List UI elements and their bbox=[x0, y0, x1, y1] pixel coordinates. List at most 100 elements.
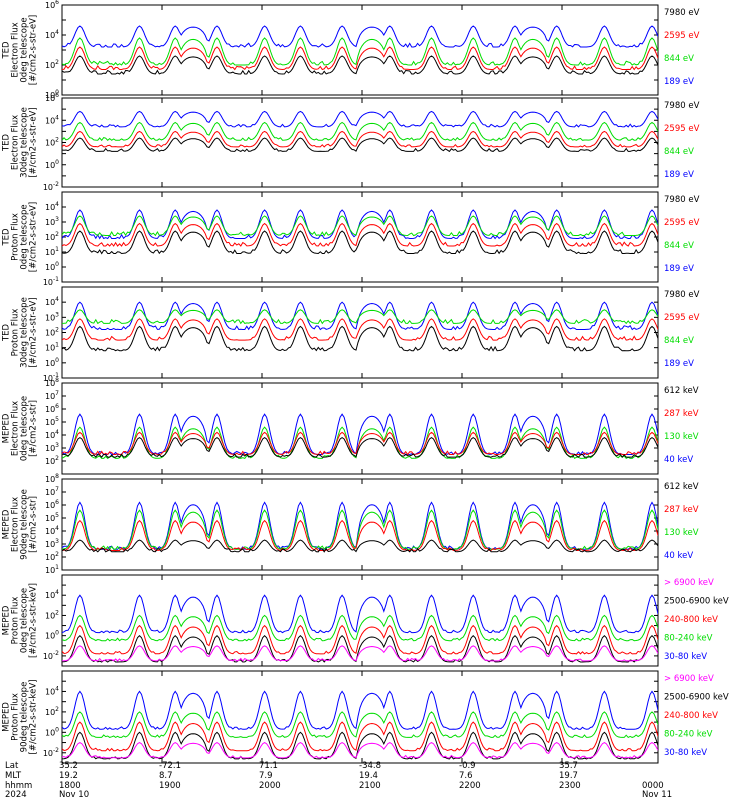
panel-frame bbox=[61, 382, 659, 475]
panel-4: 10-1 100 101 102 103 104 TED Proton Flux 30deg t… bbox=[2, 286, 700, 383]
series-line bbox=[62, 624, 658, 655]
y-tick-label: 106 bbox=[45, 92, 59, 103]
series-line bbox=[62, 110, 658, 128]
legend-entry: 240-800 keV bbox=[664, 711, 718, 721]
series-line bbox=[62, 519, 658, 552]
footer-row-label: Lat bbox=[5, 761, 19, 771]
y-tick-label: 103 bbox=[45, 216, 59, 227]
y-axis-label: TED bbox=[2, 228, 12, 247]
y-tick-label: 102 bbox=[45, 137, 59, 148]
legend-entry: 40 keV bbox=[664, 551, 693, 561]
footer-value: 35.7 bbox=[559, 761, 578, 771]
series-line bbox=[62, 46, 658, 71]
y-tick-label: 102 bbox=[45, 551, 59, 562]
legend-entry: 844 eV bbox=[664, 241, 694, 251]
y-axis-label: Electron Flux bbox=[11, 401, 21, 456]
y-tick-label: 104 bbox=[45, 201, 59, 212]
series-line bbox=[62, 431, 658, 456]
footer-value: -0.9 bbox=[459, 761, 476, 771]
y-axis-label: Proton Flux bbox=[11, 597, 21, 645]
series-line bbox=[62, 222, 658, 247]
footer-value: 0000 bbox=[642, 781, 664, 791]
footer-value: 2000 bbox=[259, 781, 281, 791]
legend-entry: 2595 eV bbox=[664, 124, 700, 134]
y-axis-label: Proton Flux bbox=[11, 309, 21, 357]
series-line bbox=[62, 25, 658, 48]
legend-entry: 30-80 keV bbox=[664, 748, 707, 758]
y-tick-label: 102 bbox=[45, 59, 59, 70]
y-axis-label: Proton Flux bbox=[11, 213, 21, 261]
footer-value: -34.8 bbox=[359, 761, 381, 771]
series-line bbox=[62, 742, 658, 759]
y-axis-label: [#/cm2-s-str] bbox=[29, 400, 39, 457]
legend-entry: 189 eV bbox=[664, 264, 694, 274]
legend-entry: 7980 eV bbox=[664, 290, 700, 300]
panel-frame bbox=[61, 286, 659, 379]
footer-value: 2200 bbox=[459, 781, 481, 791]
y-tick-label: 105 bbox=[45, 416, 59, 427]
series-line bbox=[62, 37, 658, 66]
y-axis-label: 0deg telescope bbox=[20, 204, 30, 269]
legend-entry: 40 keV bbox=[664, 455, 693, 465]
panel-frame bbox=[61, 191, 659, 283]
y-tick-label: 103 bbox=[45, 442, 59, 453]
y-axis-label: MEPED bbox=[2, 702, 12, 732]
series-line bbox=[62, 635, 658, 663]
y-tick-label: 105 bbox=[45, 512, 59, 523]
y-tick-label: 102 bbox=[45, 327, 59, 338]
footer-value: 19.4 bbox=[359, 771, 378, 781]
panel-2: 10-2 100 102 104 106 TED Electron Flux 30deg te… bbox=[2, 92, 700, 192]
legend-entry: 30-80 keV bbox=[664, 652, 707, 662]
series-line bbox=[62, 230, 658, 255]
y-axis-label: [#/cm2-s-str-eV] bbox=[29, 107, 39, 177]
y-tick-label: 100 bbox=[45, 726, 59, 737]
legend-entry: > 6900 keV bbox=[664, 674, 714, 684]
y-tick-label: 101 bbox=[45, 246, 59, 257]
y-tick-label: 106 bbox=[45, 0, 59, 10]
y-axis-label: Proton Flux bbox=[11, 693, 21, 741]
legend-entry: 2500-6900 keV bbox=[664, 693, 729, 703]
y-tick-label: 100 bbox=[45, 357, 59, 368]
footer-value: 35.2 bbox=[59, 761, 78, 771]
legend-entry: 130 keV bbox=[664, 432, 699, 442]
series-line bbox=[62, 539, 658, 553]
footer-value: 2300 bbox=[559, 781, 581, 791]
y-tick-label: 10-2 bbox=[43, 747, 59, 758]
y-axis-label: 0deg telescope bbox=[20, 588, 30, 653]
footer-value: 1900 bbox=[159, 781, 181, 791]
y-axis-label: TED bbox=[2, 323, 12, 342]
series-line bbox=[62, 130, 658, 148]
series-line bbox=[62, 301, 658, 331]
series-line bbox=[62, 209, 658, 240]
series-line bbox=[62, 318, 658, 341]
legend-entry: 7980 eV bbox=[664, 8, 700, 18]
footer-value: 8.7 bbox=[159, 771, 173, 781]
legend-entry: 7980 eV bbox=[664, 195, 700, 205]
y-tick-label: 108 bbox=[45, 473, 59, 484]
series-line bbox=[62, 309, 658, 325]
y-tick-label: 104 bbox=[45, 29, 59, 40]
y-tick-label: 10-2 bbox=[43, 650, 59, 661]
y-tick-label: 107 bbox=[45, 390, 59, 401]
footer-value: 7.6 bbox=[459, 771, 473, 781]
y-tick-label: 103 bbox=[45, 538, 59, 549]
series-line bbox=[62, 426, 658, 460]
y-tick-label: 104 bbox=[45, 685, 59, 696]
footer-value: -72.1 bbox=[159, 761, 181, 771]
panel-7: 10-2 100 102 104 MEPED Proton Flux 0deg telesc… bbox=[2, 574, 729, 667]
y-tick-label: 10-1 bbox=[43, 276, 59, 287]
legend-entry: 287 keV bbox=[664, 505, 699, 515]
y-axis-label: TED bbox=[2, 133, 12, 152]
y-tick-label: 100 bbox=[45, 89, 59, 100]
series-line bbox=[62, 509, 658, 551]
series-line bbox=[62, 731, 658, 760]
y-axis-label: Electron Flux bbox=[11, 497, 21, 552]
footer-value: 19.2 bbox=[59, 771, 78, 781]
legend-entry: 2595 eV bbox=[664, 313, 700, 323]
y-tick-label: 106 bbox=[45, 403, 59, 414]
footer-value: Nov 10 bbox=[59, 790, 89, 800]
y-tick-label: 106 bbox=[45, 499, 59, 510]
legend-entry: 80-240 keV bbox=[664, 634, 713, 644]
y-tick-label: 104 bbox=[45, 589, 59, 600]
series-line bbox=[62, 614, 658, 642]
